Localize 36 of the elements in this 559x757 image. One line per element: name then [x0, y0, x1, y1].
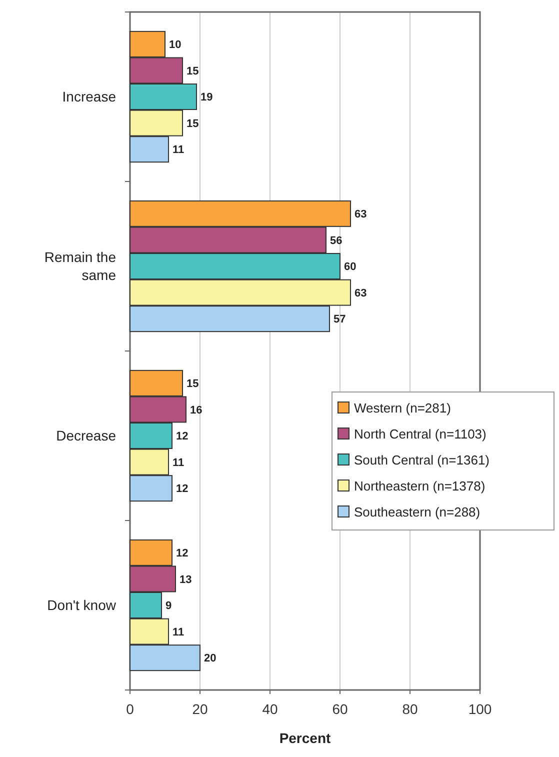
- data-label: 60: [344, 261, 356, 274]
- x-tick-label: 60: [332, 701, 348, 717]
- x-tick-label: 40: [262, 701, 278, 717]
- data-label: 15: [186, 118, 199, 130]
- data-label: 10: [169, 39, 182, 52]
- x-axis-title: Percent: [279, 730, 332, 746]
- data-label: 13: [180, 574, 192, 586]
- data-label: 12: [176, 483, 188, 496]
- data-label: 11: [172, 456, 184, 469]
- data-label: 19: [200, 92, 213, 104]
- data-label: 12: [176, 430, 188, 443]
- legend-label: North Central (n=1103): [354, 426, 486, 442]
- data-label: 12: [176, 548, 188, 560]
- y-tick-label: Increase: [62, 88, 116, 105]
- legend-label: Northeastern (n=1378): [354, 478, 486, 494]
- x-tick-label: 0: [126, 701, 134, 717]
- data-label: 57: [334, 314, 346, 326]
- x-tick-label: 20: [192, 701, 208, 717]
- y-tick-label: Don't know: [47, 597, 117, 614]
- data-label: 9: [166, 600, 172, 612]
- data-label: 63: [354, 287, 367, 300]
- data-label: 56: [330, 234, 342, 247]
- x-tick-label: 100: [468, 701, 492, 717]
- data-label: 63: [354, 208, 367, 221]
- data-label: 15: [186, 378, 199, 390]
- data-label: 11: [172, 626, 184, 638]
- x-tick-label: 80: [402, 701, 418, 717]
- legend-label: Southeastern (n=288): [354, 504, 480, 520]
- legend-label: South Central (n=1361): [354, 452, 490, 468]
- y-tick-label: Remain the same: [44, 249, 116, 284]
- data-label: 11: [172, 144, 184, 156]
- data-label: 20: [204, 652, 216, 665]
- y-tick-label: Decrease: [56, 428, 116, 444]
- data-label: 16: [190, 404, 202, 416]
- data-label: 15: [186, 65, 199, 78]
- legend-label: Western (n=281): [354, 400, 451, 416]
